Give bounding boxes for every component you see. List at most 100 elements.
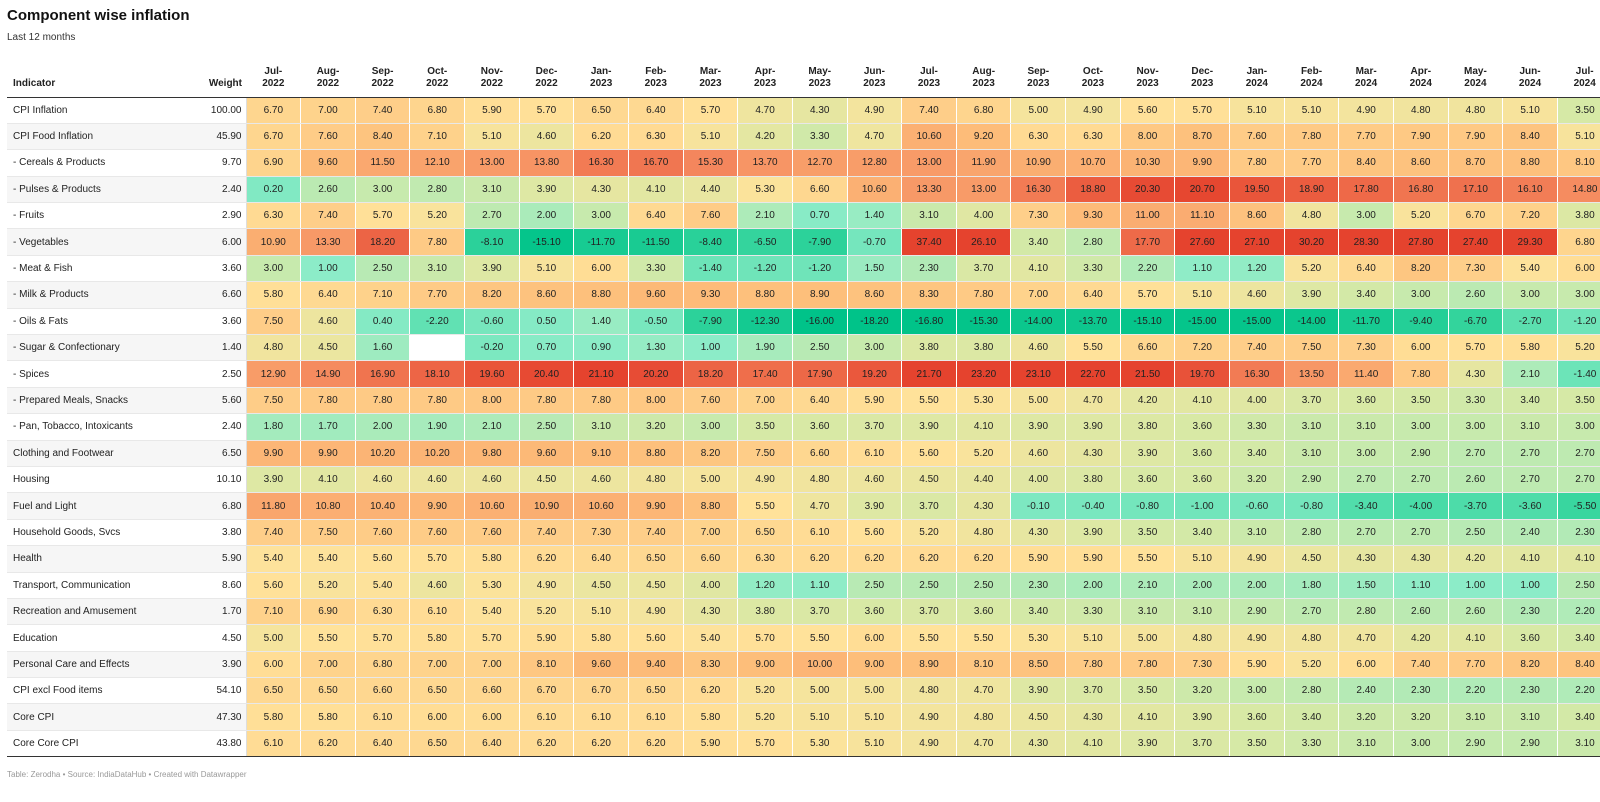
value-cell: 4.10 — [300, 466, 356, 494]
value-cell: -1.40 — [1556, 360, 1600, 388]
value-cell: 4.90 — [737, 466, 793, 494]
weight-cell: 2.90 — [190, 202, 247, 230]
value-cell: 7.90 — [1392, 123, 1449, 151]
value-cell: 3.10 — [1283, 413, 1339, 441]
value-cell: 18.10 — [409, 360, 465, 388]
value-cell: 10.90 — [518, 492, 574, 520]
value-cell: 5.90 — [1010, 545, 1066, 573]
month-header: Jul- 2022 — [246, 60, 301, 98]
value-cell: 5.90 — [1229, 651, 1285, 679]
value-cell: 3.70 — [846, 413, 902, 441]
value-cell: 5.90 — [464, 97, 520, 124]
weight-cell: 10.10 — [190, 466, 247, 494]
value-cell: 6.80 — [409, 97, 465, 124]
value-cell: 4.90 — [518, 572, 574, 599]
value-cell: 2.90 — [1229, 598, 1285, 626]
value-cell: 1.00 — [682, 334, 738, 362]
value-cell: 17.90 — [791, 360, 848, 388]
source-credit: Table: Zerodha • Source: IndiaDataHub • … — [7, 770, 247, 779]
value-cell: 4.60 — [300, 308, 356, 336]
weight-cell: 3.60 — [190, 255, 247, 283]
value-cell: 8.80 — [1502, 149, 1558, 177]
value-cell: 6.10 — [518, 703, 574, 731]
indicator-cell: - Sugar & Confectionary — [7, 334, 190, 362]
value-cell: 5.10 — [1229, 97, 1285, 124]
value-cell: 8.60 — [1229, 202, 1285, 230]
value-cell: 4.80 — [901, 677, 957, 705]
value-cell: 3.50 — [1119, 519, 1175, 547]
value-cell: 3.40 — [1174, 519, 1230, 547]
value-cell: 3.80 — [1065, 466, 1121, 494]
year-label: 2023 — [1081, 77, 1105, 89]
value-cell: 4.60 — [573, 466, 629, 494]
value-cell: 11.90 — [955, 149, 1011, 177]
value-cell: 8.10 — [518, 651, 574, 679]
year-label: 2022 — [480, 77, 503, 89]
value-cell: -11.70 — [573, 228, 629, 256]
table-row: CPI Food Inflation 45.90 6.70 7.60 8.40 7.10 5… — [7, 123, 1600, 151]
month-header: May- 2024 — [1448, 60, 1503, 98]
month-header: Apr- 2023 — [737, 60, 793, 98]
value-cell: 4.70 — [1338, 624, 1394, 652]
value-cell: 7.60 — [300, 123, 356, 151]
value-cell: 3.50 — [1119, 677, 1175, 705]
value-cell: 15.30 — [682, 149, 738, 177]
value-cell: -1.20 — [737, 255, 793, 283]
value-cell: 6.60 — [464, 677, 520, 705]
weight-cell: 6.00 — [190, 228, 247, 256]
month-label: Apr- — [1410, 65, 1432, 77]
value-cell: 2.50 — [901, 572, 957, 599]
value-cell: 9.90 — [409, 492, 465, 520]
value-cell: 13.80 — [518, 149, 574, 177]
value-cell: 10.40 — [354, 492, 410, 520]
value-cell: 13.30 — [300, 228, 356, 256]
value-cell: 2.30 — [1010, 572, 1066, 599]
value-cell: 7.30 — [1174, 651, 1230, 679]
year-label: 2022 — [426, 77, 449, 89]
value-cell: 18.20 — [354, 228, 410, 256]
value-cell: 2.00 — [518, 202, 574, 230]
value-cell: 5.70 — [518, 97, 574, 124]
value-cell: 7.40 — [518, 519, 574, 547]
value-cell: 6.00 — [846, 624, 902, 652]
value-cell: 18.20 — [682, 360, 738, 388]
value-cell: 2.40 — [1502, 519, 1558, 547]
value-cell: 7.00 — [1010, 281, 1066, 309]
value-cell: 4.50 — [627, 572, 684, 599]
value-cell: 3.90 — [1010, 677, 1066, 705]
value-cell: 6.20 — [682, 677, 738, 705]
value-cell: 7.50 — [737, 440, 793, 467]
value-cell: 2.10 — [1502, 360, 1558, 388]
value-cell: 1.20 — [1229, 255, 1285, 283]
value-cell: 11.10 — [1174, 202, 1230, 230]
value-cell: 4.90 — [1229, 545, 1285, 573]
value-cell: 2.70 — [1338, 519, 1394, 547]
value-cell: 17.80 — [1338, 176, 1394, 204]
value-cell: 1.10 — [1392, 572, 1449, 599]
value-cell: 3.60 — [1502, 624, 1558, 652]
value-cell: 6.80 — [955, 97, 1011, 124]
value-cell: 16.30 — [1229, 360, 1285, 388]
month-header: Jul- 2024 — [1557, 60, 1600, 98]
value-cell: 4.00 — [1010, 466, 1066, 494]
value-cell: 6.90 — [245, 149, 301, 177]
value-cell: 21.70 — [901, 360, 957, 388]
table-row: - Pulses & Products 2.40 0.20 2.60 3.00 2.80 3… — [7, 176, 1600, 204]
value-cell: 12.10 — [409, 149, 465, 177]
value-cell: 8.80 — [627, 440, 684, 467]
value-cell: 3.10 — [1447, 703, 1503, 731]
value-cell: 4.50 — [1283, 545, 1339, 573]
month-header: Nov- 2023 — [1120, 60, 1175, 98]
value-cell: 4.40 — [955, 466, 1011, 494]
value-cell: 3.00 — [1229, 677, 1285, 705]
indicator-cell: Housing — [7, 466, 190, 494]
value-cell: -11.70 — [1338, 308, 1394, 336]
value-cell: 3.60 — [1229, 703, 1285, 731]
value-cell: 20.20 — [627, 360, 684, 388]
value-cell: 4.60 — [409, 466, 465, 494]
value-cell: 7.80 — [573, 387, 629, 415]
value-cell: 2.50 — [518, 413, 574, 441]
indicator-cell: - Oils & Fats — [7, 308, 190, 336]
value-cell: 3.10 — [1502, 703, 1558, 731]
value-cell: 4.30 — [1010, 519, 1066, 547]
